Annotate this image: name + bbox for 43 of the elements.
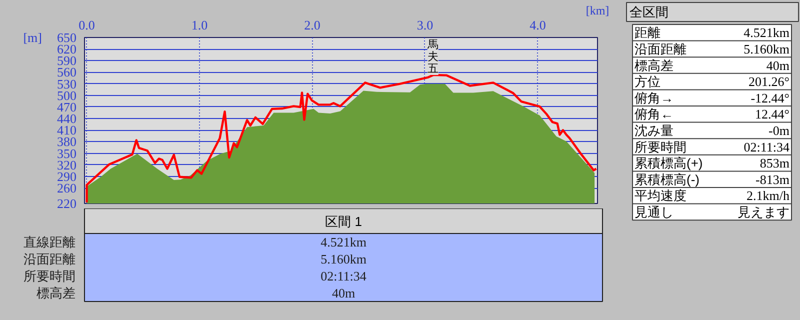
text: 4.521km [320,234,366,250]
text: 40m [332,286,356,300]
category-label: 累積標高(-) [634,172,700,187]
text: 853m [760,156,790,171]
category-label: 見通し [634,204,674,220]
text: 見えます [738,204,790,220]
x-tick-label: 2.0 [304,18,320,32]
x-tick-label: 3.0 [416,18,434,32]
category-label: 俯角→ [634,90,674,106]
x-tick-label: 0.0 [78,18,95,32]
category-label: 所要時間 [634,139,686,154]
category-label: 距離 [634,25,660,40]
text: -12.44° [750,90,790,106]
text: 区間 1 [325,214,362,229]
category-label: 俯角← [634,106,674,122]
category-label: 標高差 [634,58,674,73]
x-tick-label: 1.0 [191,18,208,32]
text: 4.521km [744,25,790,40]
text: 全区間 [630,4,668,20]
category-label: 沿面距離 [634,41,686,56]
text: 201.26° [748,74,790,90]
x-tick-label: 4.0 [530,18,546,32]
category-label: 標高差 [36,286,76,300]
category-label: 方位 [634,74,660,90]
category-label: 直線距離 [24,234,76,250]
text: 12.44° [755,106,790,122]
text: -813m [756,172,790,187]
category-label: 沈み量 [634,122,674,138]
annotation: 馬夫五 [426,38,438,75]
text: -0m [768,122,790,138]
text: 5.160km [744,41,790,56]
text: 2.1km/h [746,188,790,204]
category-label: 平均速度 [634,188,686,204]
text: 5.160km [320,252,366,266]
y-tick-label: 220 [57,196,76,211]
x-axis-title: [km] [586,4,610,18]
y-axis-title: [m] [23,30,42,45]
category-label: 沿面距離 [24,252,76,266]
category-label: 所要時間 [24,268,76,284]
category-label: 累積標高(+) [634,156,703,171]
text: 02:11:34 [320,268,366,284]
text: 40m [766,58,790,73]
text: 02:11:34 [744,139,790,154]
